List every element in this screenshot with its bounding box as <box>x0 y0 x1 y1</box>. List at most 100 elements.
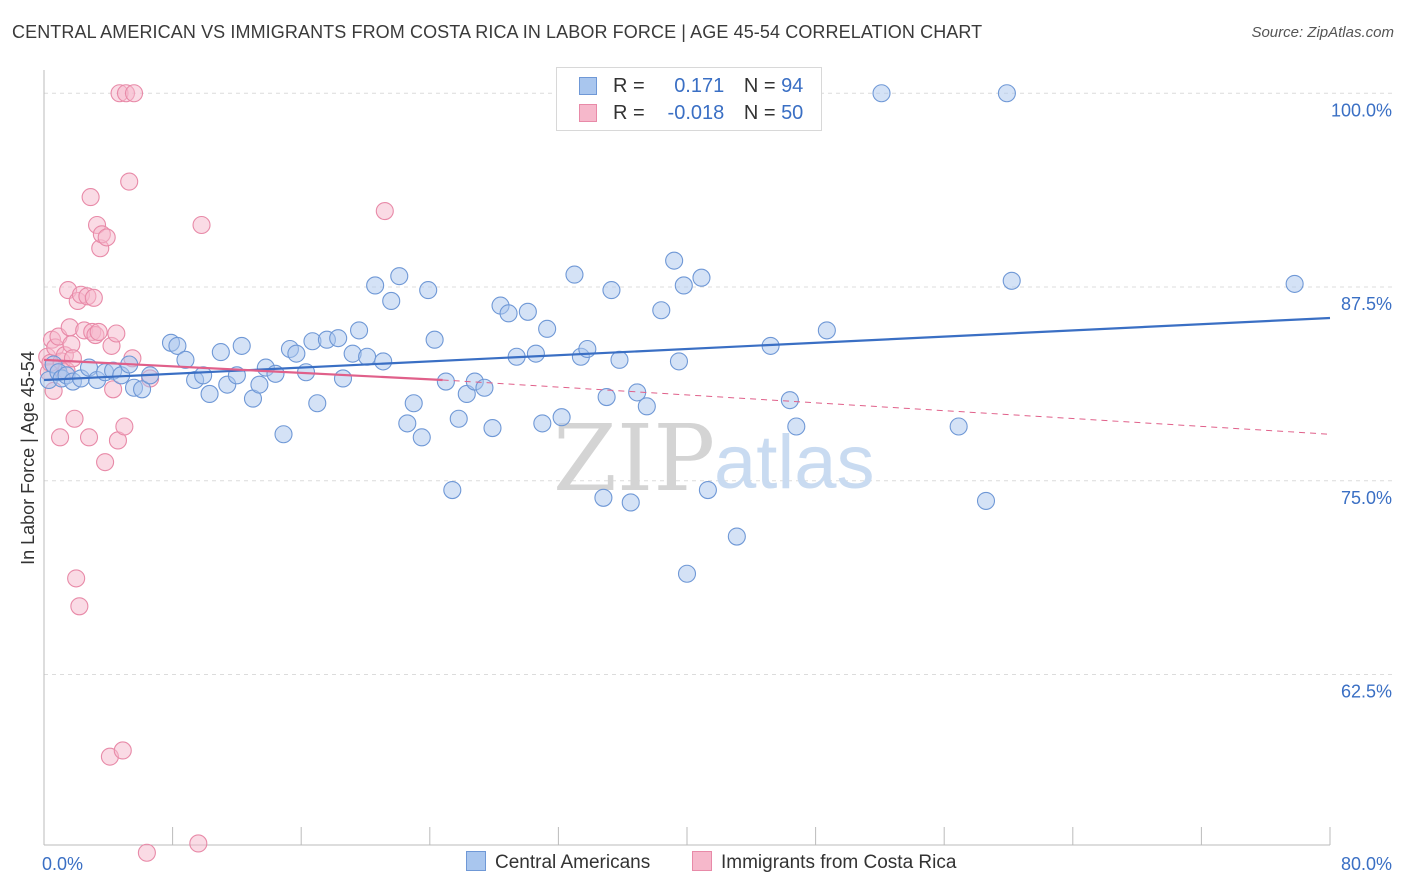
central-american-point <box>499 304 518 323</box>
blue-points <box>39 84 1304 583</box>
central-american-point <box>610 350 629 369</box>
central-american-point <box>358 347 377 366</box>
costa-rica-point <box>375 202 394 221</box>
legend-r-value: 0.171 <box>674 75 725 97</box>
central-american-point <box>621 493 640 512</box>
costa-rica-point <box>107 324 126 343</box>
central-american-point <box>602 281 621 300</box>
central-american-point <box>329 329 348 348</box>
legend-n-value: 94 <box>781 75 804 97</box>
legend-n-value: 50 <box>781 102 804 124</box>
central-american-point <box>382 291 401 311</box>
pink-swatch <box>579 104 597 122</box>
legend-n-label: N = <box>743 102 776 124</box>
blue-legend-label: Central Americans <box>495 852 651 873</box>
costa-rica-point <box>115 417 134 436</box>
central-american-point <box>333 369 353 388</box>
central-american-point <box>176 350 195 369</box>
central-american-point <box>274 425 293 444</box>
central-american-point <box>976 491 996 510</box>
central-american-point <box>425 330 444 349</box>
pink-legend-label: Immigrants from Costa Rica <box>721 852 957 873</box>
central-american-point <box>538 319 557 338</box>
central-american-point <box>698 480 717 500</box>
central-american-point <box>677 564 697 583</box>
central-american-point <box>398 414 417 433</box>
costa-rica-point <box>89 322 108 342</box>
central-american-point <box>817 321 836 340</box>
pink-trend-extension <box>442 379 1331 435</box>
source-label: Source: ZipAtlas.com <box>1251 24 1394 41</box>
x-tick-label: 0.0% <box>42 854 83 874</box>
trend-lines <box>43 316 1331 435</box>
central-american-point <box>727 527 746 546</box>
costa-rica-point <box>113 741 132 760</box>
central-american-point <box>787 417 806 436</box>
central-american-point <box>404 394 423 413</box>
central-american-point <box>366 276 385 295</box>
central-american-point <box>443 480 462 500</box>
central-american-point <box>194 366 213 385</box>
central-american-point <box>652 301 671 320</box>
central-american-point <box>483 418 502 438</box>
costa-rica-point <box>65 409 84 428</box>
central-american-point <box>287 344 306 363</box>
pink-trend-line <box>43 358 443 382</box>
costa-rica-point <box>97 228 116 247</box>
y-tick-label: 75.0% <box>1341 488 1392 508</box>
central-american-point <box>1285 274 1304 293</box>
central-american-point <box>669 352 689 371</box>
central-american-point <box>436 372 455 391</box>
costa-rica-point <box>104 380 123 399</box>
costa-rica-point <box>79 428 99 447</box>
central-american-point <box>674 276 693 295</box>
central-american-point <box>872 84 891 103</box>
y-tick-label: 100.0% <box>1331 100 1392 120</box>
central-american-point <box>308 394 327 413</box>
central-american-point <box>949 417 968 436</box>
costa-rica-point <box>67 569 86 588</box>
y-tick-label: 62.5% <box>1341 682 1392 702</box>
central-american-point <box>637 397 656 416</box>
central-american-point <box>449 409 468 428</box>
costa-rica-point <box>70 597 89 616</box>
costa-rica-point <box>137 843 156 862</box>
legend-n-label: N = <box>743 75 776 97</box>
central-american-point <box>200 384 219 404</box>
central-american-point <box>475 378 494 397</box>
central-american-point <box>390 267 409 286</box>
central-american-point <box>565 265 584 284</box>
central-american-point <box>780 391 799 410</box>
axes <box>43 70 1331 846</box>
costa-rica-point <box>96 453 115 472</box>
central-american-point <box>552 408 571 427</box>
pink-legend-swatch <box>692 851 712 871</box>
central-american-point <box>594 488 613 507</box>
chart-title: CENTRAL AMERICAN VS IMMIGRANTS FROM COST… <box>12 22 983 42</box>
pink-points <box>38 84 394 862</box>
central-american-point <box>232 336 251 355</box>
central-american-point <box>250 375 269 394</box>
central-american-point <box>997 84 1016 103</box>
central-american-point <box>374 352 393 371</box>
costa-rica-point <box>192 215 211 235</box>
costa-rica-point <box>124 84 144 103</box>
central-american-point <box>133 380 152 399</box>
costa-rica-point <box>51 428 70 447</box>
legend-r-label: R = <box>613 102 645 124</box>
central-american-point <box>350 321 369 340</box>
central-american-point <box>518 302 537 321</box>
bottom-legend-pink: Immigrants from Costa Rica <box>692 851 956 874</box>
tick-labels: 100.0% 87.5% 75.0% 62.5% 0.0% 80.0% In Labor F… <box>18 100 1392 874</box>
central-american-point <box>1002 271 1021 290</box>
central-american-point <box>168 336 187 355</box>
central-american-point <box>526 344 545 363</box>
central-american-point <box>692 268 711 287</box>
costa-rica-point <box>81 188 100 207</box>
stats-legend: R = 0.171 N = 94 R = -0.018 N = 50 <box>556 67 822 131</box>
costa-rica-point <box>189 834 208 853</box>
costa-rica-point <box>63 349 82 368</box>
central-american-point <box>597 387 616 407</box>
costa-rica-point <box>120 172 139 191</box>
